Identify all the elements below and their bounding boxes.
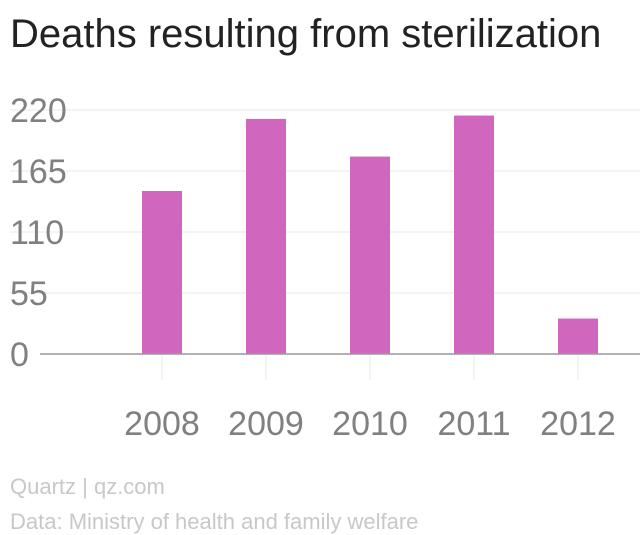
bar xyxy=(142,190,182,354)
footer-brand: Quartz | qz.com xyxy=(10,474,165,499)
chart-title: Deaths resulting from sterilization xyxy=(10,12,602,56)
bar xyxy=(246,118,286,354)
x-tick-labels: 2008 2009 2010 2011 2012 xyxy=(124,405,616,443)
x-tick-label: 2012 xyxy=(540,405,616,443)
y-tick-label: 55 xyxy=(10,275,48,313)
x-axis xyxy=(40,353,640,380)
bar xyxy=(558,318,598,354)
gridlines xyxy=(10,109,640,294)
x-tick-label: 2011 xyxy=(437,405,510,443)
x-tick-label: 2008 xyxy=(124,405,200,443)
x-tick-label: 2010 xyxy=(332,405,408,443)
bar xyxy=(454,115,494,354)
y-tick-label: 0 xyxy=(10,336,29,374)
y-tick-labels: 0 55 110 165 220 xyxy=(10,92,67,374)
footer-source: Data: Ministry of health and family welf… xyxy=(10,509,419,534)
bars xyxy=(142,115,598,354)
y-tick-label: 220 xyxy=(10,92,67,130)
y-tick-label: 110 xyxy=(10,214,64,252)
bar xyxy=(350,156,390,354)
y-tick-label: 165 xyxy=(10,153,67,191)
x-tick-label: 2009 xyxy=(228,405,304,443)
